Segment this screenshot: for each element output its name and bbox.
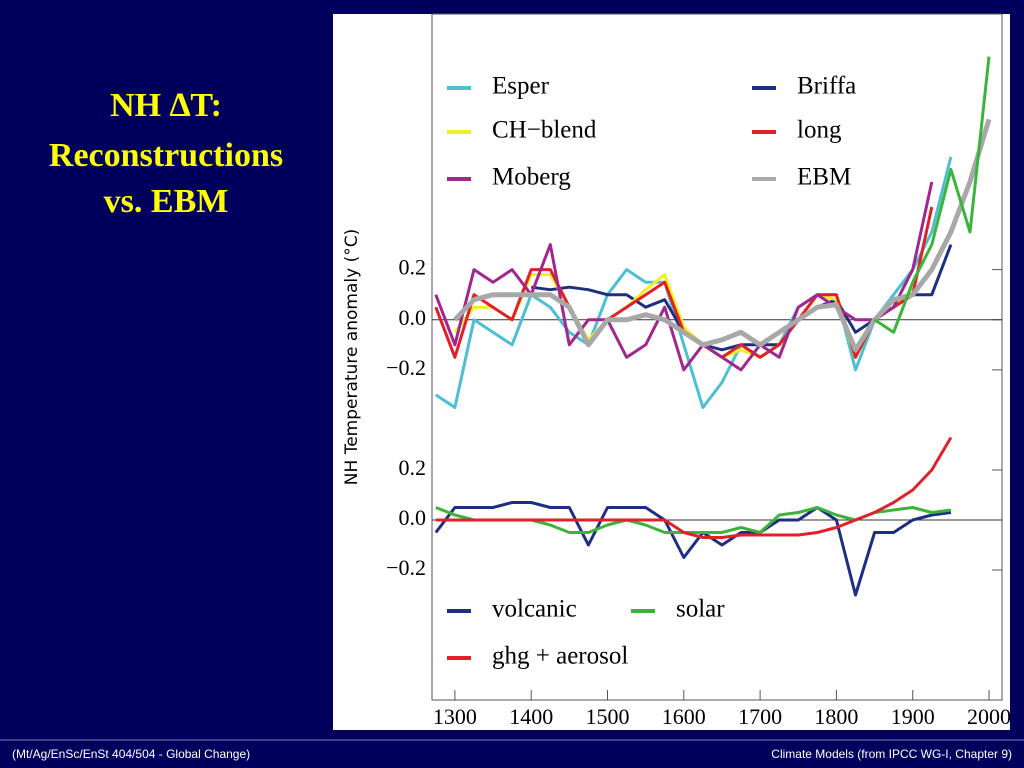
legend-label: ghg + aerosol (492, 643, 628, 670)
x-tick-label: 1600 (662, 704, 706, 729)
series-line (435, 436, 953, 539)
legend-label: volcanic (492, 596, 577, 623)
legend-label: Briffa (797, 73, 856, 100)
series-line (434, 501, 952, 597)
y-tick-label: 0.0 (399, 505, 427, 530)
y-tick-label: −0.2 (386, 355, 426, 380)
series-line (434, 156, 953, 409)
footer-left: (Mt/Ag/EnSc/EnSt 404/504 - Global Change… (12, 747, 250, 761)
title-line: vs. EBM (104, 183, 229, 220)
title-line: NH ∆T: (110, 87, 222, 124)
legend-label: Esper (492, 73, 550, 100)
y-axis-label: NH Temperature anomaly (°C) (342, 229, 362, 485)
x-tick-label: 1500 (586, 704, 630, 729)
x-tick-label: 1300 (433, 704, 477, 729)
x-tick-label: 1900 (891, 704, 935, 729)
legend-label: long (797, 117, 842, 144)
x-tick-label: 1400 (509, 704, 553, 729)
legend-label: solar (676, 596, 725, 623)
series-line (453, 118, 992, 353)
y-tick-label: 0.2 (399, 255, 427, 280)
legend-label: Moberg (492, 164, 571, 191)
x-tick-label: 1700 (738, 704, 782, 729)
plot-frame (431, 13, 1003, 701)
chart-area (333, 14, 1010, 730)
legend-label: CH−blend (492, 117, 597, 144)
y-tick-label: 0.2 (399, 455, 427, 480)
x-tick-label: 1800 (814, 704, 858, 729)
series-line (434, 181, 934, 372)
legend-label: EBM (797, 164, 851, 191)
y-tick-label: −0.2 (386, 555, 426, 580)
footer-right: Climate Models (from IPCC WG-I, Chapter … (771, 747, 1012, 761)
x-tick-label: 2000 (967, 704, 1011, 729)
series-line (873, 56, 991, 334)
title-line: Reconstructions (49, 137, 283, 174)
y-tick-label: 0.0 (399, 305, 427, 330)
